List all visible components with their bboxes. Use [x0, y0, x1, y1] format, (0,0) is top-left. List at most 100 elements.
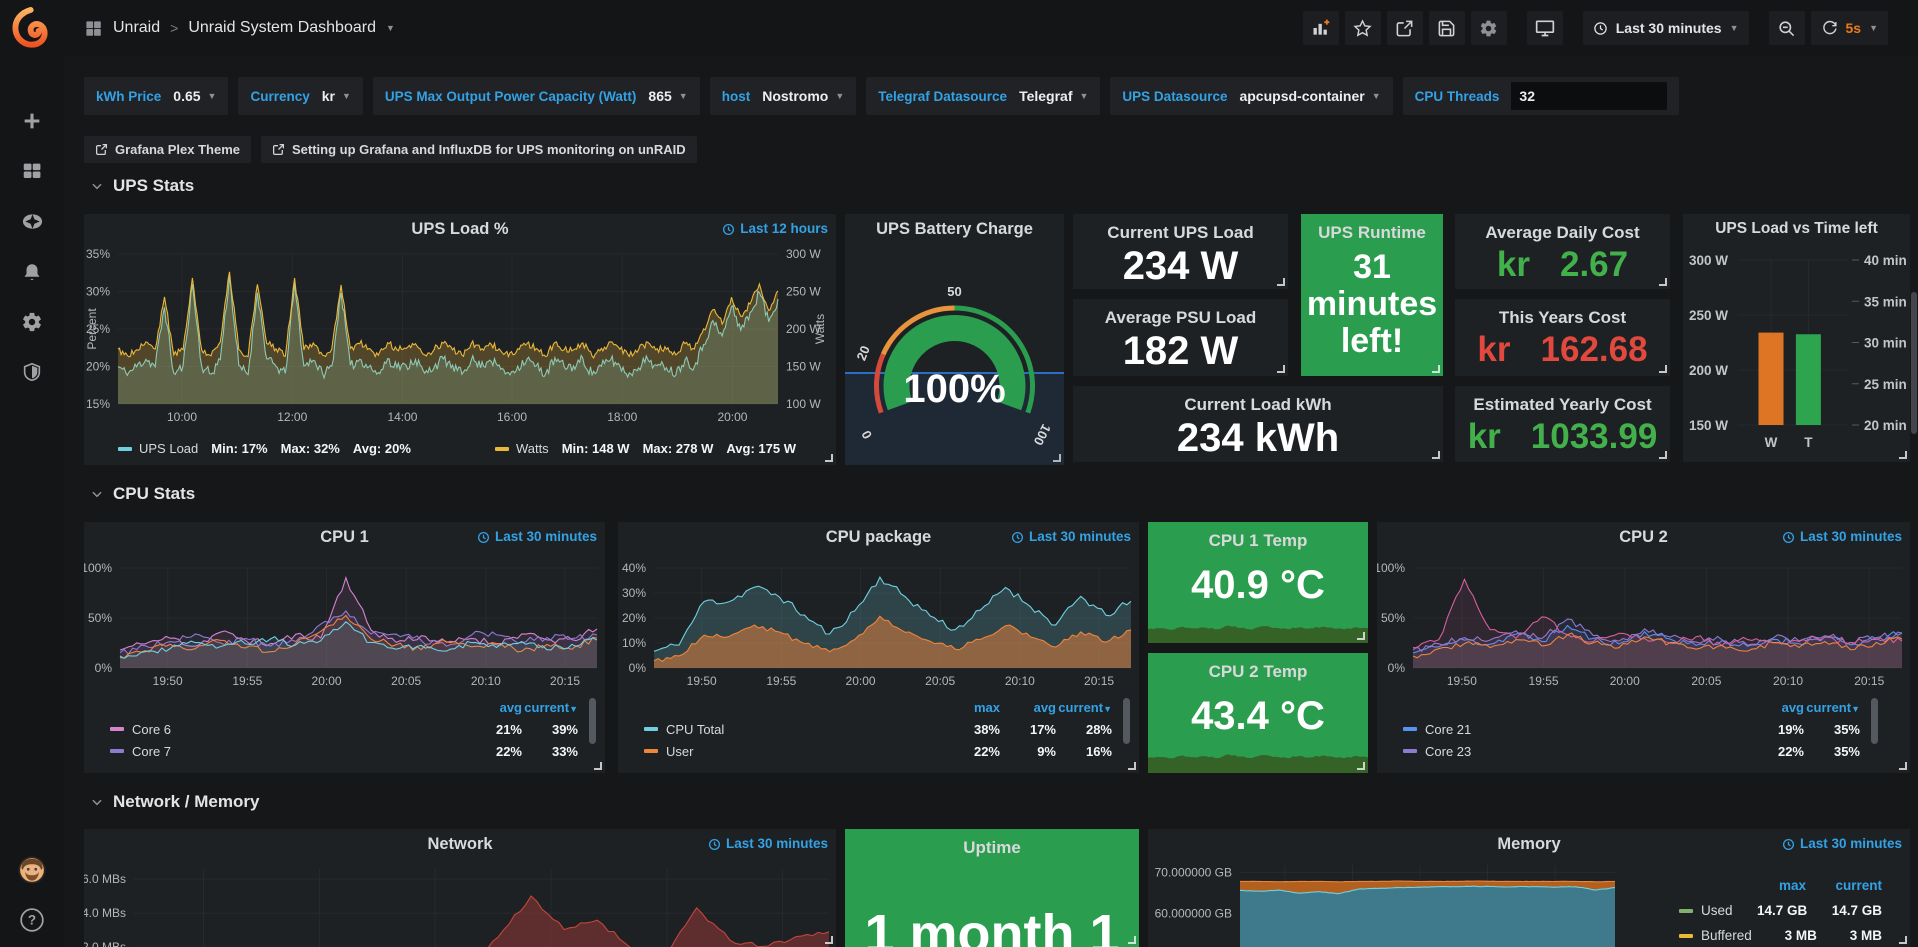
variable-value-dropdown[interactable]: apcupsd-container ▼	[1239, 88, 1381, 104]
zoom-out-time-button[interactable]	[1768, 11, 1805, 45]
breadcrumb-folder[interactable]: Unraid	[113, 19, 161, 36]
legend-sort-avg[interactable]: avg	[1781, 699, 1804, 715]
refresh-picker[interactable]: 5s ▼	[1810, 11, 1888, 45]
cycle-view-tv-button[interactable]	[1526, 11, 1563, 45]
add-panel-button[interactable]	[1302, 11, 1339, 45]
panel-title[interactable]: Estimated Yearly Cost	[1473, 395, 1652, 414]
cpu1-chart[interactable]: 100% 50% 0% 19:50 19:55 20:00 20:05 20:10 20:15	[84, 522, 605, 773]
panel-title[interactable]: Network Last 30 minutes	[84, 829, 836, 859]
series-name[interactable]: Core 7	[132, 743, 172, 759]
panel-title[interactable]: Memory Last 30 minutes	[1148, 829, 1910, 859]
panel-title[interactable]: UPS Load % Last 12 hours	[84, 214, 836, 244]
section-ups-stats[interactable]: UPS Stats	[90, 176, 194, 196]
dashboard-link[interactable]: Setting up Grafana and InfluxDB for UPS …	[261, 136, 697, 163]
legend-sort-current[interactable]: current▼	[1058, 699, 1112, 715]
legend-sort-max[interactable]: max	[1778, 878, 1806, 893]
series-name[interactable]: Buffered	[1701, 928, 1752, 943]
legend-sort-current[interactable]: current▼	[524, 699, 578, 715]
battery-gauge[interactable]: 0 20 50 100	[845, 214, 1064, 465]
cpu-threads-input[interactable]	[1511, 82, 1668, 110]
panel-title[interactable]: UPS Load vs Time left	[1715, 220, 1878, 237]
variable-value-dropdown[interactable]: 865 ▼	[648, 88, 688, 104]
svg-text:20%: 20%	[86, 360, 110, 374]
panel-title[interactable]: CPU 1 Temp	[1208, 531, 1308, 550]
dashboard-settings-button[interactable]	[1470, 11, 1507, 45]
svg-text:20:00: 20:00	[846, 674, 876, 688]
svg-text:20:00: 20:00	[312, 674, 342, 688]
time-range-badge: Last 30 minutes	[1782, 829, 1902, 859]
page-scrollbar[interactable]	[1911, 292, 1917, 434]
series-name[interactable]: Used	[1701, 903, 1733, 918]
ups-load-chart[interactable]: 35% 30% 25% 20% 15% 300 W 250 W 200 W 150 W 100 W…	[84, 214, 836, 465]
legend-sort-avg[interactable]: avg	[499, 699, 522, 715]
panel-title[interactable]: CPU 1 Last 30 minutes	[84, 522, 605, 552]
series-name[interactable]: UPS Load	[139, 441, 199, 456]
ups-bar-chart[interactable]: 300 W 250 W 200 W 150 W 40 min 35 min 30 min 25…	[1683, 214, 1910, 462]
panel-title[interactable]: CPU 2 Last 30 minutes	[1377, 522, 1910, 552]
dashboard-link[interactable]: Grafana Plex Theme	[84, 136, 251, 163]
panel-title[interactable]: CPU package Last 30 minutes	[618, 522, 1139, 552]
create-plus-icon[interactable]	[21, 110, 43, 132]
series-swatch	[494, 446, 509, 451]
legend-sort-max[interactable]: max	[973, 699, 1000, 715]
svg-text:40%: 40%	[622, 561, 646, 575]
configuration-gear-icon[interactable]	[21, 311, 43, 333]
variable-value-dropdown[interactable]: Nostromo ▼	[762, 88, 845, 104]
dashboard-grid-icon[interactable]	[84, 19, 103, 38]
panel-title[interactable]: Current Load kWh	[1184, 395, 1332, 414]
user-avatar[interactable]	[17, 855, 47, 885]
panel-title[interactable]: Average Daily Cost	[1485, 223, 1640, 242]
panel-title[interactable]: UPS Battery Charge	[876, 220, 1033, 238]
share-dashboard-button[interactable]	[1386, 11, 1423, 45]
legend-sort-avg[interactable]: avg	[1033, 699, 1056, 715]
gauge-value: 100%	[903, 367, 1006, 411]
server-admin-shield-icon[interactable]	[21, 361, 43, 383]
grafana-logo-icon[interactable]	[9, 6, 51, 48]
series-name[interactable]: Core 6	[132, 721, 172, 737]
network-chart[interactable]: 6.0 MBs 4.0 MBs 2.0 MBs	[84, 829, 836, 947]
panel-title[interactable]: UPS Runtime	[1318, 223, 1426, 242]
save-dashboard-button[interactable]	[1428, 11, 1465, 45]
svg-text:30%: 30%	[86, 285, 110, 299]
variable-value-dropdown[interactable]: kr ▼	[321, 88, 351, 104]
panel-title[interactable]: Current UPS Load	[1107, 223, 1254, 242]
panel-title[interactable]: Uptime	[963, 838, 1021, 857]
caret-down-icon[interactable]: ▼	[385, 22, 395, 33]
breadcrumb-dashboard-title[interactable]: Unraid System Dashboard	[188, 19, 376, 36]
series-name[interactable]: CPU Total	[666, 721, 725, 737]
cpu-package-chart[interactable]: 40% 30% 20% 10% 0% 19:50 19:55 20:00 20:05 20:10 2…	[618, 522, 1139, 773]
panel-title[interactable]: Average PSU Load	[1104, 308, 1257, 327]
time-picker[interactable]: Last 30 minutes ▼	[1582, 11, 1749, 45]
panel-title[interactable]: CPU 2 Temp	[1208, 662, 1308, 681]
panel-title[interactable]: This Years Cost	[1498, 308, 1627, 327]
svg-text:250 W: 250 W	[786, 285, 821, 299]
legend-scrollbar[interactable]	[589, 698, 596, 744]
series-name[interactable]: Core 21	[1425, 721, 1472, 737]
explore-compass-icon[interactable]	[21, 210, 44, 233]
legend-scrollbar[interactable]	[1123, 698, 1130, 744]
legend-sort-current[interactable]: current	[1835, 878, 1882, 893]
variable-value-dropdown[interactable]: Telegraf ▼	[1019, 88, 1089, 104]
variable-value-dropdown[interactable]: 0.65 ▼	[173, 88, 217, 104]
star-dashboard-button[interactable]	[1344, 11, 1381, 45]
panel-estimated-yearly-cost: Estimated Yearly Cost kr 1033.99	[1455, 386, 1670, 462]
series-name[interactable]: Core 23	[1425, 743, 1472, 759]
cpu2-chart[interactable]: 100% 50% 0% 19:50 19:55 20:00 20:05 20:10 20:15	[1377, 522, 1910, 773]
dashboards-icon[interactable]	[21, 160, 43, 182]
panel-average-daily-cost: Average Daily Cost kr 2.67	[1455, 214, 1670, 289]
section-cpu-stats[interactable]: CPU Stats	[90, 484, 195, 504]
section-network-memory[interactable]: Network / Memory	[90, 792, 259, 812]
legend-row: CPU Total 38% 17% 28%	[618, 718, 1112, 740]
legend-row: Core 21 19% 35%	[1377, 718, 1860, 740]
alerting-bell-icon[interactable]	[21, 261, 43, 283]
series-name[interactable]: Watts	[515, 441, 549, 456]
series-name[interactable]: User	[666, 743, 694, 759]
legend-sort-current[interactable]: current▼	[1806, 699, 1860, 715]
legend-scrollbar[interactable]	[1871, 698, 1878, 744]
clock-icon	[1782, 531, 1794, 543]
help-icon[interactable]: ?	[19, 907, 45, 933]
svg-text:25 min: 25 min	[1864, 377, 1907, 392]
panel-ups-load-vs-time-left: 300 W 250 W 200 W 150 W 40 min 35 min 30 min 25…	[1683, 214, 1910, 462]
legend-row: Used 14.7 GB 14.7 GB	[1653, 898, 1882, 923]
